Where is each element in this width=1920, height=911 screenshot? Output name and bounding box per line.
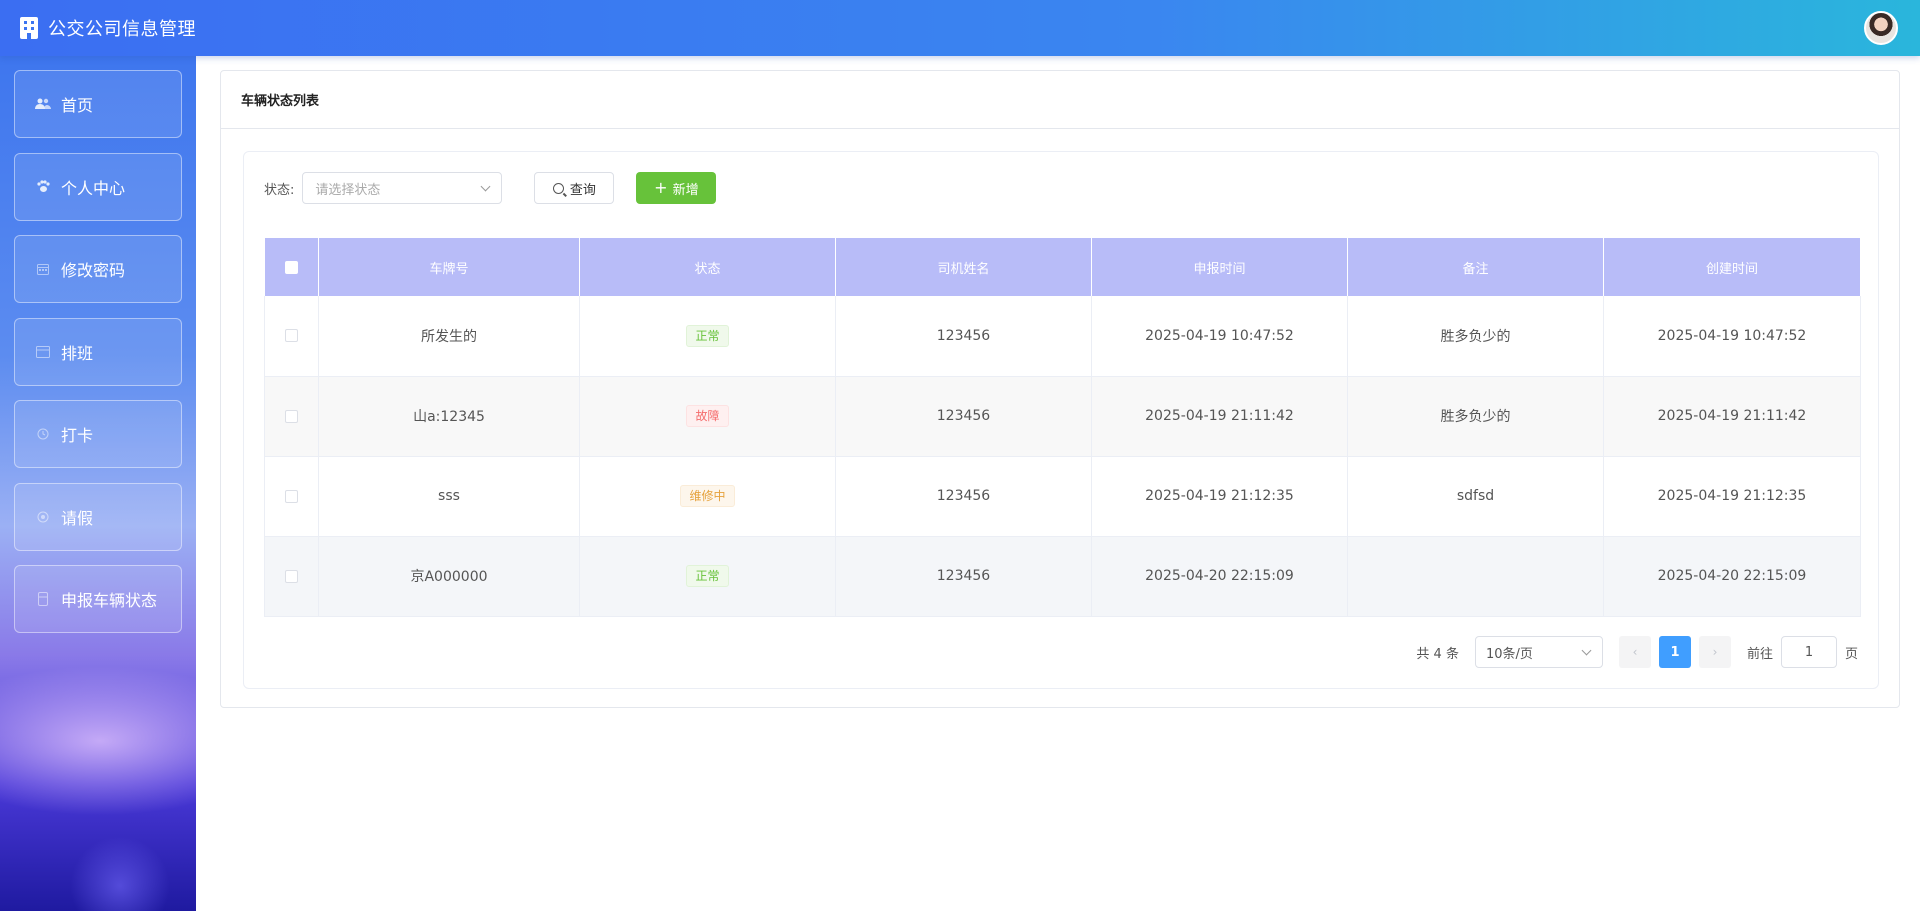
schedule-icon [35, 345, 51, 359]
page-title: 车辆状态列表 [221, 71, 1899, 129]
row-checkbox[interactable] [285, 329, 298, 343]
column-header-status[interactable]: 状态 [579, 238, 836, 296]
content-card: 车辆状态列表 状态: 请选择状态 查询 + 新增 [220, 70, 1900, 708]
cell-report-time: 2025-04-19 10:47:52 [1091, 296, 1348, 377]
cell-status: 正常 [579, 536, 836, 617]
table-row[interactable]: 所发生的 正常 123456 2025-04-19 10:47:52 胜多负少的… [264, 296, 1861, 377]
sidebar-item-label: 首页 [61, 96, 94, 115]
plus-icon: + [654, 178, 668, 197]
vehicle-status-table: 车牌号 状态 司机姓名 申报时间 备注 创建时间 所发生的 正常 123456 … [264, 238, 1861, 617]
sidebar-item-vehicle-status[interactable]: 申报车辆状态 [14, 565, 182, 633]
sidebar-item-change-password[interactable]: 修改密码 [14, 235, 182, 303]
page-number-current[interactable]: 1 [1658, 636, 1691, 668]
cell-plate: sss [318, 456, 580, 537]
prev-page-button[interactable]: ‹ [1618, 636, 1651, 668]
column-header-plate[interactable]: 车牌号 [318, 238, 580, 296]
sidebar-item-label: 申报车辆状态 [61, 591, 158, 610]
brand: 公交公司信息管理 [20, 0, 196, 56]
sidebar-item-clock-in[interactable]: 打卡 [14, 400, 182, 468]
status-badge: 正常 [686, 565, 729, 587]
cell-report-time: 2025-04-19 21:11:42 [1091, 376, 1348, 457]
pagination-total: 共 4 条 [1416, 646, 1459, 662]
table-row[interactable]: 京A000000 正常 123456 2025-04-20 22:15:09 2… [264, 536, 1861, 617]
query-button[interactable]: 查询 [534, 172, 615, 204]
add-button[interactable]: + 新增 [636, 172, 717, 204]
column-header-driver[interactable]: 司机姓名 [835, 238, 1092, 296]
chevron-down-icon [480, 181, 491, 192]
cell-remark: 胜多负少的 [1347, 296, 1604, 377]
cell-plate: 京A000000 [318, 536, 580, 617]
sidebar-item-label: 打卡 [61, 426, 94, 445]
sidebar-item-label: 修改密码 [61, 261, 126, 280]
chevron-down-icon [1581, 645, 1592, 656]
sidebar-item-label: 排班 [61, 343, 94, 363]
table-row[interactable]: 山a:12345 故障 123456 2025-04-19 21:11:42 胜… [264, 376, 1861, 457]
page-size-value: 10条/页 [1485, 646, 1533, 662]
row-checkbox[interactable] [285, 569, 298, 583]
cell-driver: 123456 [835, 536, 1092, 617]
cell-driver: 123456 [835, 456, 1092, 537]
goto-suffix: 页 [1844, 646, 1858, 662]
sidebar-item-label: 请假 [61, 508, 94, 528]
building-icon [20, 17, 38, 39]
cell-create-time: 2025-04-19 21:12:35 [1603, 456, 1861, 537]
cell-create-time: 2025-04-19 10:47:52 [1603, 296, 1861, 377]
cell-create-time: 2025-04-20 22:15:09 [1603, 536, 1861, 617]
cell-report-time: 2025-04-20 22:15:09 [1091, 536, 1348, 617]
sidebar-item-home[interactable]: 首页 [14, 70, 182, 138]
users-icon [35, 97, 51, 111]
sidebar-item-schedule[interactable]: 排班 [14, 317, 182, 386]
cell-plate: 山a:12345 [318, 376, 580, 457]
filter-bar: 状态: 请选择状态 查询 + 新增 [264, 172, 717, 204]
app-title: 公交公司信息管理 [48, 19, 196, 40]
cell-status: 正常 [579, 296, 836, 377]
query-button-label: 查询 [569, 182, 596, 198]
status-badge: 维修中 [680, 485, 735, 507]
goto-page-input[interactable]: 1 [1780, 636, 1837, 668]
cell-remark [1347, 536, 1604, 617]
table-header-row: 车牌号 状态 司机姓名 申报时间 备注 创建时间 [264, 238, 1861, 296]
sidebar-item-label: 个人中心 [61, 178, 126, 198]
bus-icon [35, 592, 51, 606]
top-header: 公交公司信息管理 [0, 0, 1920, 56]
row-checkbox[interactable] [285, 409, 298, 423]
status-select[interactable]: 请选择状态 [302, 172, 503, 204]
select-all-cell [264, 238, 319, 296]
avatar[interactable] [1864, 11, 1898, 45]
cell-status: 故障 [579, 376, 836, 457]
cell-status: 维修中 [579, 456, 836, 537]
column-header-create-time[interactable]: 创建时间 [1603, 238, 1861, 296]
cell-remark: sdfsd [1347, 456, 1604, 537]
calendar-icon [35, 262, 51, 276]
sidebar: 首页 个人中心 修改密码 排班 打卡 [0, 56, 196, 911]
sidebar-item-profile[interactable]: 个人中心 [14, 152, 182, 221]
page-size-select[interactable]: 10条/页 [1474, 636, 1603, 668]
cell-driver: 123456 [835, 376, 1092, 457]
status-select-placeholder: 请选择状态 [315, 182, 381, 198]
select-all-checkbox[interactable] [284, 260, 298, 274]
paw-icon [35, 180, 51, 194]
cell-report-time: 2025-04-19 21:12:35 [1091, 456, 1348, 537]
column-header-remark[interactable]: 备注 [1347, 238, 1604, 296]
leave-icon [35, 510, 51, 524]
sidebar-nav: 首页 个人中心 修改密码 排班 打卡 [14, 70, 182, 648]
cell-create-time: 2025-04-19 21:11:42 [1603, 376, 1861, 457]
cell-remark: 胜多负少的 [1347, 376, 1604, 457]
add-button-label: 新增 [672, 182, 699, 198]
status-badge: 故障 [686, 405, 729, 427]
search-icon [552, 182, 564, 194]
status-badge: 正常 [686, 324, 729, 347]
pagination: 共 4 条 10条/页 ‹ 1 › 前往 1 页 [1416, 636, 1858, 668]
cell-plate: 所发生的 [318, 296, 580, 377]
status-filter-label: 状态: [264, 182, 295, 198]
column-header-report-time[interactable]: 申报时间 [1091, 238, 1348, 296]
cell-driver: 123456 [835, 296, 1092, 377]
row-checkbox[interactable] [285, 489, 298, 503]
clock-in-icon [35, 427, 51, 441]
table-row[interactable]: sss 维修中 123456 2025-04-19 21:12:35 sdfsd… [264, 456, 1861, 537]
goto-label: 前往 [1746, 646, 1773, 662]
next-page-button[interactable]: › [1698, 636, 1731, 668]
sidebar-item-leave[interactable]: 请假 [14, 482, 182, 551]
list-panel: 状态: 请选择状态 查询 + 新增 车牌号 状态 [243, 151, 1879, 689]
